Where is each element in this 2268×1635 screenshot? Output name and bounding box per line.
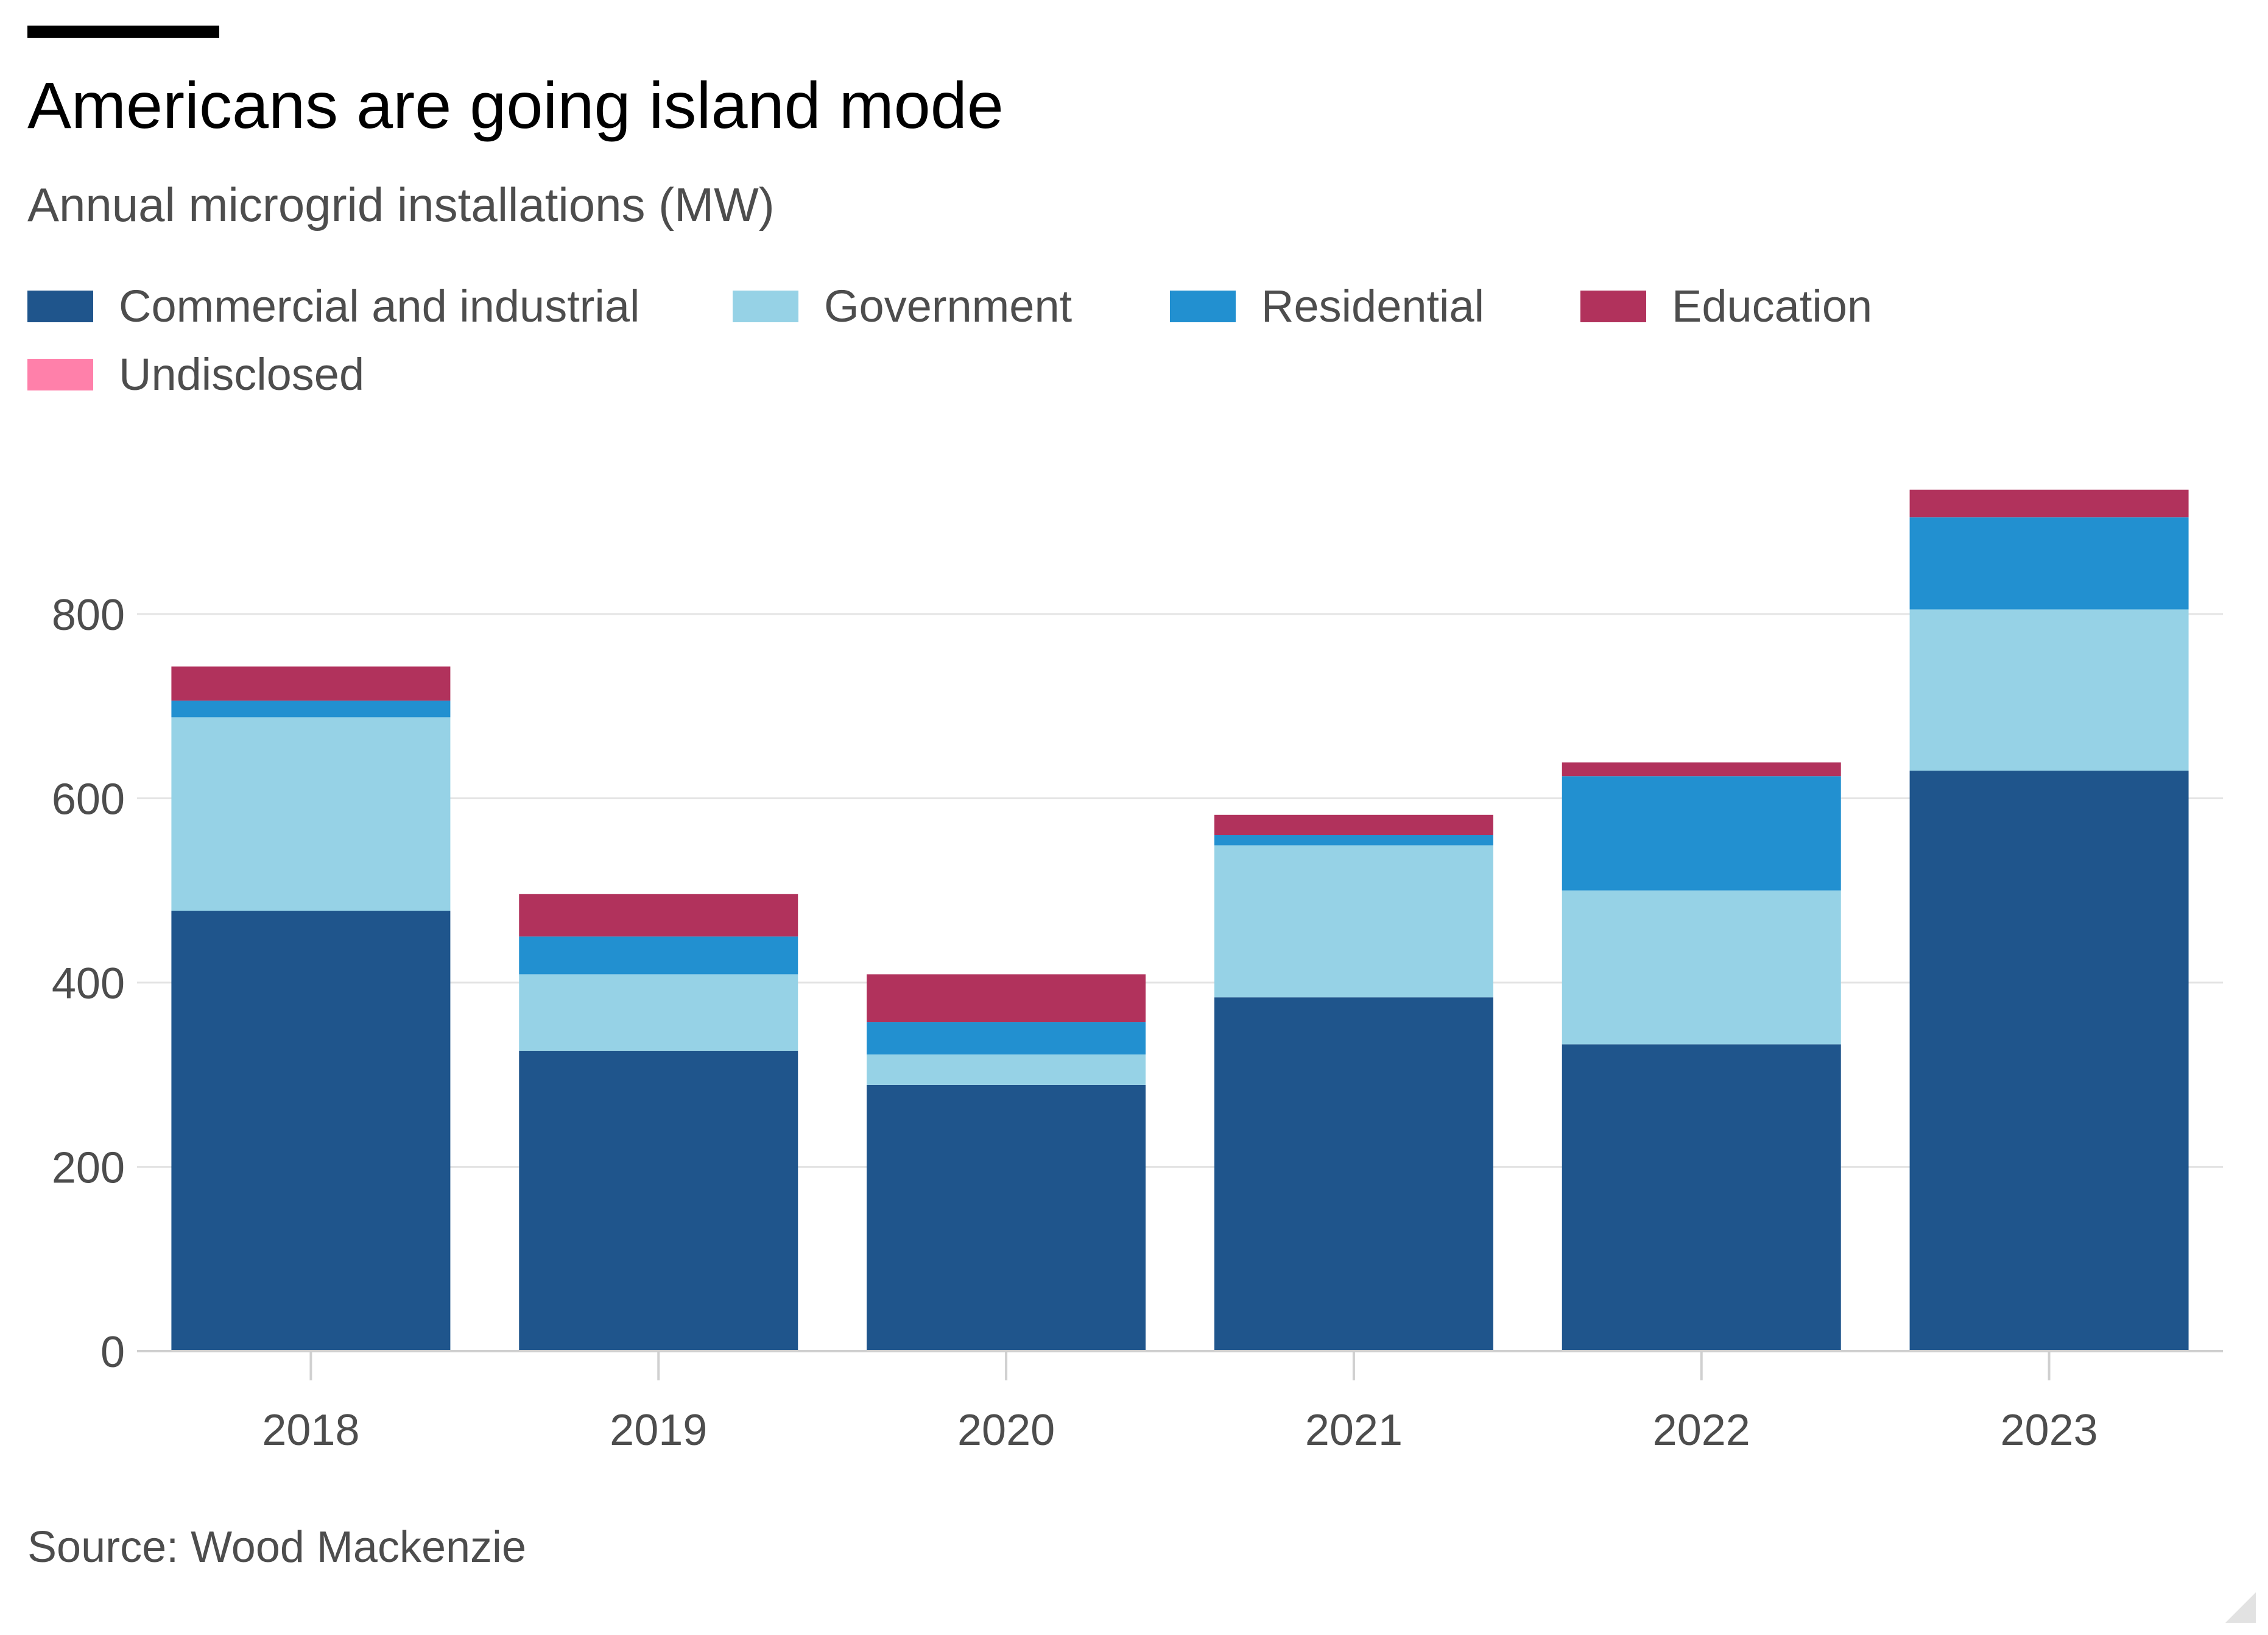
bar-segment-residential (1214, 835, 1493, 846)
bar-segment-government (171, 717, 451, 911)
bar-segment-commercial-and-industrial (1562, 1044, 1841, 1351)
bars (171, 489, 2189, 1351)
legend-item-undisclosed: Undisclosed (27, 345, 364, 404)
legend-label: Undisclosed (119, 349, 365, 400)
bar-segment-government (519, 974, 798, 1051)
resize-grip-icon (2225, 1592, 2256, 1623)
bar-segment-commercial-and-industrial (519, 1050, 798, 1351)
bar-segment-education (1214, 814, 1493, 835)
top-rule (27, 26, 219, 38)
x-tick-label: 2021 (1305, 1406, 1403, 1455)
x-tick-label: 2019 (610, 1406, 707, 1455)
legend-swatch (733, 291, 798, 322)
axis-labels: 0 200 400 600 800 2018 2019 2020 2021 2022 2023 (52, 591, 2098, 1455)
bar-segment-residential (1562, 776, 1841, 891)
legend-swatch (27, 291, 93, 322)
legend-swatch (27, 359, 93, 390)
x-tick-label: 2020 (957, 1406, 1055, 1455)
legend-label: Commercial and industrial (119, 281, 640, 331)
bar-segment-government (1562, 890, 1841, 1045)
y-tick-label: 0 (100, 1328, 125, 1377)
bar-segment-education (867, 974, 1146, 1023)
bar-segment-education (171, 666, 451, 701)
y-tick-label: 200 (52, 1144, 125, 1193)
bar-segment-residential (867, 1022, 1146, 1054)
bar-segment-commercial-and-industrial (1909, 771, 2189, 1351)
source-note: Source: Wood Mackenzie (27, 1523, 527, 1572)
bar-segment-residential (1909, 517, 2189, 610)
x-tick-label: 2023 (2000, 1406, 2097, 1455)
bar-segment-commercial-and-industrial (1214, 997, 1493, 1351)
legend-label: Residential (1261, 281, 1485, 331)
x-tick-label: 2022 (1653, 1406, 1750, 1455)
bar-segment-government (1214, 845, 1493, 998)
legend-swatch (1170, 291, 1236, 322)
legend-item-government: Government (733, 277, 1072, 336)
bar-segment-government (867, 1054, 1146, 1085)
bar-segment-education (1562, 762, 1841, 777)
chart-subtitle: Annual microgrid installations (MW) (27, 178, 775, 231)
y-tick-label: 800 (52, 591, 125, 640)
y-tick-label: 600 (52, 775, 125, 824)
x-axis (137, 1350, 2223, 1380)
x-tick-label: 2018 (262, 1406, 359, 1455)
bar-segment-residential (519, 936, 798, 975)
bar-segment-education (1909, 489, 2189, 518)
legend-label: Government (824, 281, 1072, 331)
legend-item-residential: Residential (1170, 277, 1484, 336)
bar-segment-education (519, 894, 798, 937)
y-tick-label: 400 (52, 959, 125, 1008)
chart-legend: Commercial and industrial Government Res… (27, 277, 2159, 411)
legend-swatch (1580, 291, 1646, 322)
bar-segment-commercial-and-industrial (171, 911, 451, 1351)
bar-segment-commercial-and-industrial (867, 1084, 1146, 1351)
gridlines (137, 613, 2223, 1168)
chart-title: Americans are going island mode (27, 68, 1004, 142)
legend-item-education: Education (1580, 277, 1872, 336)
legend-label: Education (1672, 281, 1873, 331)
bar-segment-government (1909, 609, 2189, 771)
bar-segment-residential (171, 701, 451, 718)
legend-item-commercial-and-industrial: Commercial and industrial (27, 277, 639, 336)
